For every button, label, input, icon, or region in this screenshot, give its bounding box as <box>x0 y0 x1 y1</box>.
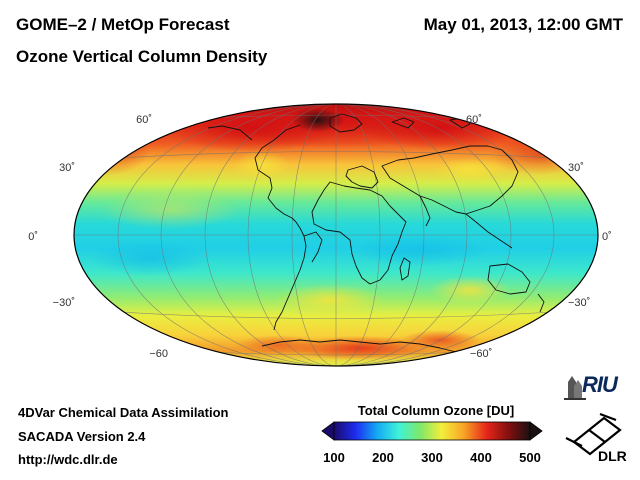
lat-label-right-30: 30˚ <box>568 162 584 174</box>
colorbar-gradient <box>333 421 531 441</box>
lat-label-right-0: 0˚ <box>602 231 612 243</box>
lat-label-left-minus-60: −60 <box>149 348 168 360</box>
lat-label-left-minus-30: −30˚ <box>53 297 75 309</box>
lat-label-right-minus-30: −30˚ <box>568 297 590 309</box>
lat-label-right-60: 60˚ <box>466 114 482 126</box>
colorbar-high-arrow <box>529 421 543 441</box>
colorbar-low-arrow <box>321 421 335 441</box>
colorbar-tick-100: 100 <box>323 450 345 465</box>
riu-building-icon <box>564 376 586 400</box>
colorbar <box>321 421 543 441</box>
dlr-logo-text: DLR <box>598 448 627 464</box>
latitude-labels: 60˚ 30˚ 0˚ −30˚ −60 60˚ 30˚ 0˚ −30˚ −60˚ <box>28 114 612 360</box>
lat-label-left-30: 30˚ <box>59 162 75 174</box>
footer-url[interactable]: http://wdc.dlr.de <box>18 452 118 467</box>
colorbar-tick-200: 200 <box>372 450 394 465</box>
footer-assimilation: 4DVar Chemical Data Assimilation <box>18 405 229 420</box>
map-subtitle: Ozone Vertical Column Density <box>16 47 268 66</box>
coastlines <box>207 113 545 353</box>
colorbar-title: Total Column Ozone [DU] <box>357 403 515 418</box>
lat-label-left-0: 0˚ <box>28 231 38 243</box>
colorbar-tick-300: 300 <box>421 450 443 465</box>
colorbar-tick-500: 500 <box>519 450 541 465</box>
globe-outline <box>73 103 599 367</box>
colorbar-tick-400: 400 <box>470 450 492 465</box>
riu-logo-text: RIU <box>582 372 618 397</box>
map-title: GOME–2 / MetOp Forecast <box>16 15 230 34</box>
riu-logo: RIU <box>564 370 634 406</box>
forecast-datetime: May 01, 2013, 12:00 GMT <box>423 15 623 34</box>
footer-version: SACADA Version 2.4 <box>18 429 146 444</box>
lat-label-left-60: 60˚ <box>136 114 152 126</box>
dlr-logo-mark <box>565 412 622 456</box>
lat-label-right-minus-60: −60˚ <box>470 348 492 360</box>
